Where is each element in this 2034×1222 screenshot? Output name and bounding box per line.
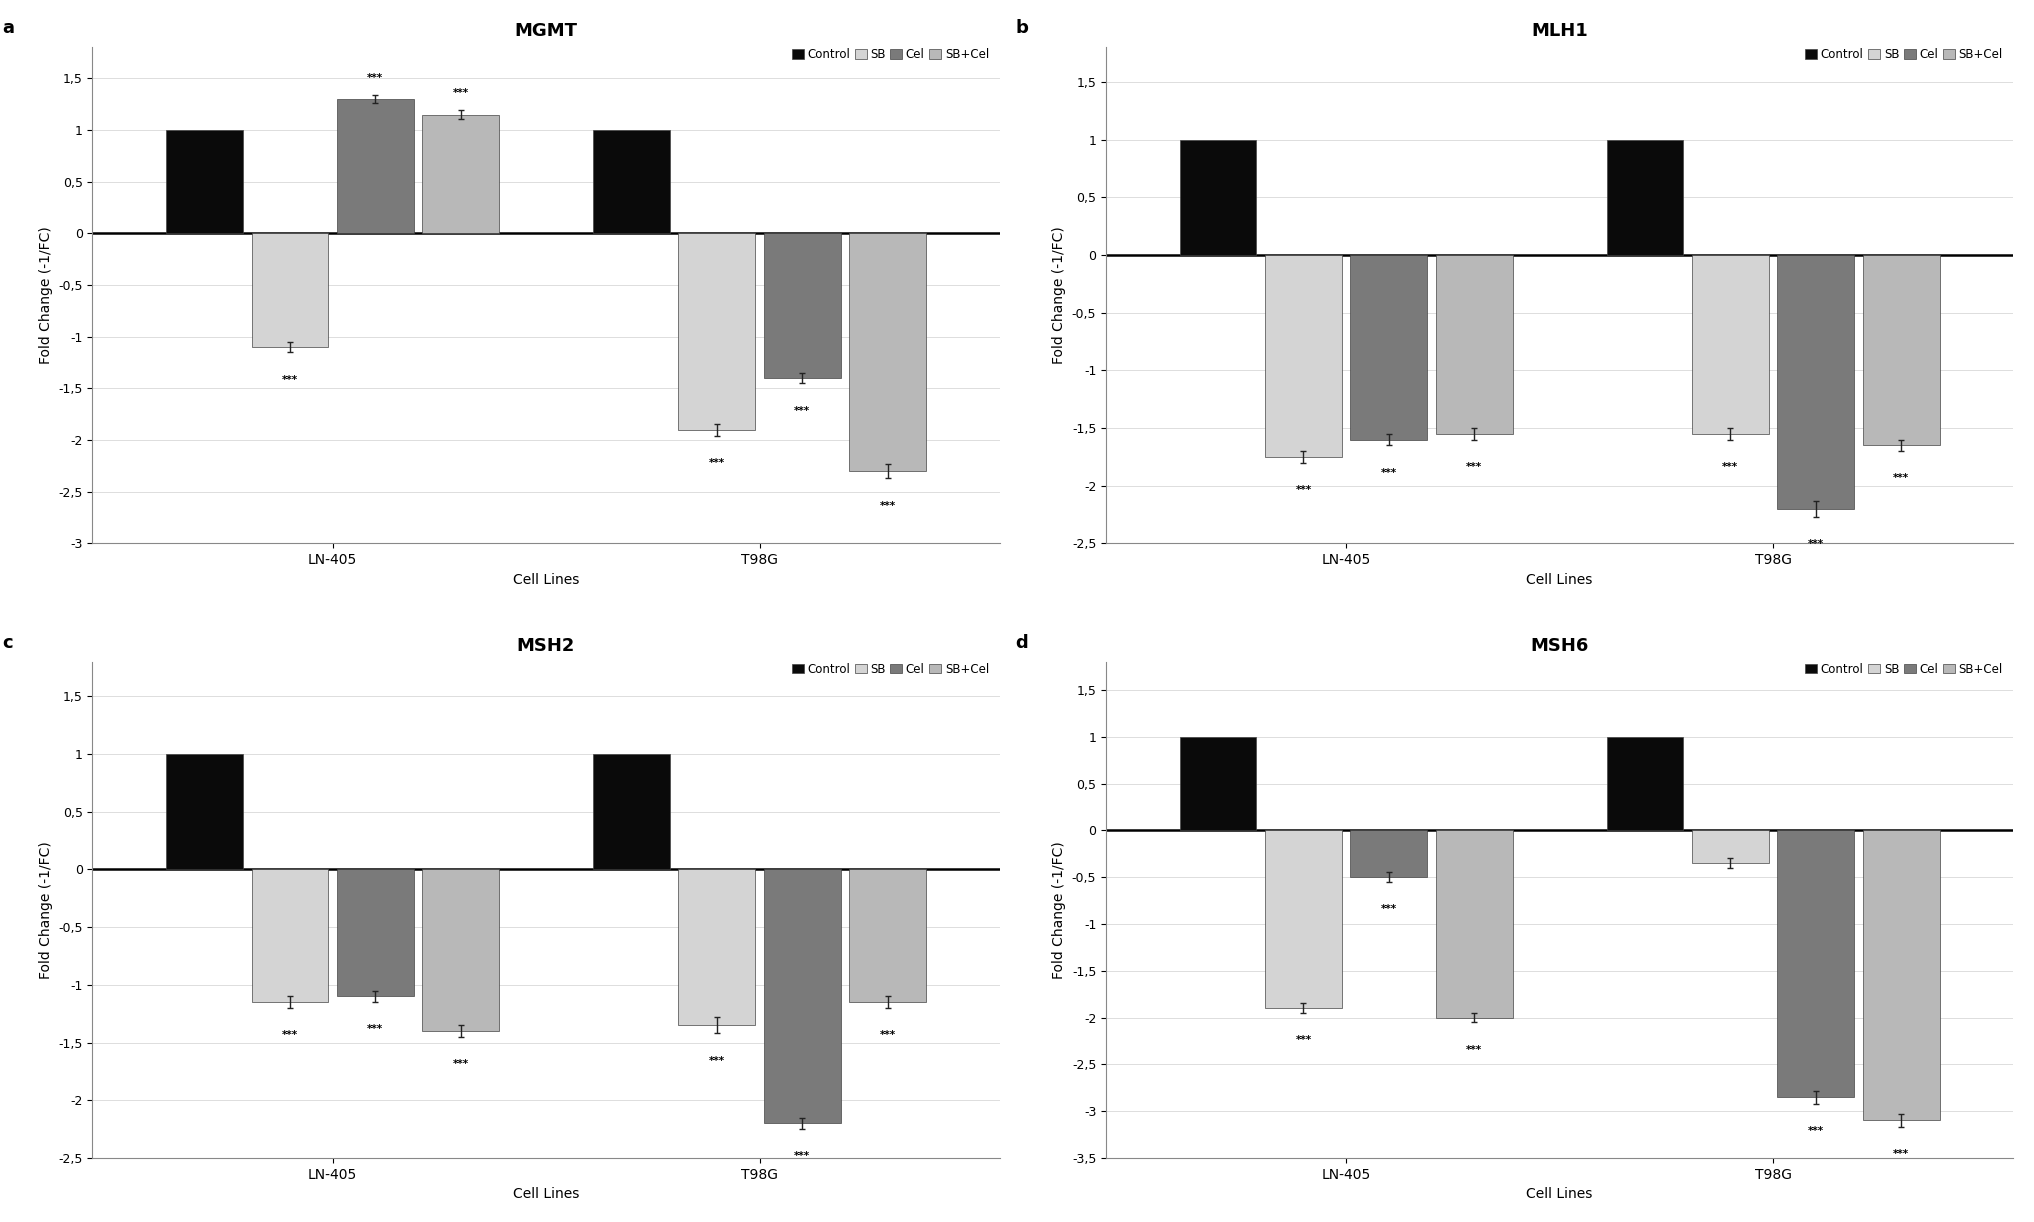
Text: ***: ***: [1894, 473, 1910, 484]
Bar: [1692, 830, 1770, 863]
Bar: [1607, 139, 1684, 255]
Bar: [167, 754, 242, 870]
Bar: [1778, 255, 1855, 508]
Bar: [252, 233, 327, 347]
Text: c: c: [2, 634, 12, 653]
Bar: [848, 233, 925, 470]
Title: MLH1: MLH1: [1532, 22, 1589, 40]
Text: ***: ***: [793, 1151, 810, 1161]
Bar: [423, 870, 498, 1031]
Bar: [1436, 830, 1513, 1018]
Text: ***: ***: [1381, 468, 1397, 478]
Legend: Control, SB, Cel, SB+Cel: Control, SB, Cel, SB+Cel: [1800, 657, 2008, 681]
Y-axis label: Fold Change (-1/FC): Fold Change (-1/FC): [1052, 226, 1066, 364]
Bar: [1351, 830, 1428, 877]
Legend: Control, SB, Cel, SB+Cel: Control, SB, Cel, SB+Cel: [787, 657, 995, 681]
Bar: [1265, 830, 1342, 1008]
Bar: [1863, 255, 1940, 445]
Bar: [594, 754, 669, 870]
Bar: [338, 99, 413, 233]
Y-axis label: Fold Change (-1/FC): Fold Change (-1/FC): [39, 841, 53, 979]
Text: ***: ***: [283, 375, 299, 385]
Text: ***: ***: [1723, 462, 1739, 472]
Bar: [1692, 255, 1770, 434]
Text: ***: ***: [1894, 1150, 1910, 1160]
Text: ***: ***: [368, 72, 382, 83]
Bar: [848, 870, 925, 1002]
Text: ***: ***: [879, 1030, 895, 1040]
Bar: [765, 233, 840, 378]
Text: ***: ***: [708, 458, 724, 468]
Text: ***: ***: [1296, 1035, 1312, 1045]
Text: ***: ***: [1467, 462, 1483, 472]
Text: ***: ***: [368, 1024, 382, 1035]
Legend: Control, SB, Cel, SB+Cel: Control, SB, Cel, SB+Cel: [787, 43, 995, 66]
Text: ***: ***: [1381, 904, 1397, 914]
Bar: [1265, 255, 1342, 457]
Bar: [679, 233, 755, 430]
Bar: [594, 130, 669, 233]
Text: a: a: [2, 20, 14, 38]
Bar: [1351, 255, 1428, 440]
Bar: [1863, 830, 1940, 1121]
Bar: [1436, 255, 1513, 434]
Text: ***: ***: [454, 88, 468, 98]
Bar: [1607, 737, 1684, 830]
Bar: [1180, 139, 1257, 255]
Text: ***: ***: [283, 1030, 299, 1040]
Bar: [423, 115, 498, 233]
Legend: Control, SB, Cel, SB+Cel: Control, SB, Cel, SB+Cel: [1800, 43, 2008, 66]
Text: ***: ***: [708, 1056, 724, 1066]
Y-axis label: Fold Change (-1/FC): Fold Change (-1/FC): [39, 226, 53, 364]
X-axis label: Cell Lines: Cell Lines: [513, 573, 580, 587]
Bar: [1778, 830, 1855, 1097]
Bar: [338, 870, 413, 996]
Text: ***: ***: [1808, 1125, 1824, 1136]
Text: ***: ***: [454, 1059, 468, 1069]
Y-axis label: Fold Change (-1/FC): Fold Change (-1/FC): [1052, 841, 1066, 979]
Title: MSH2: MSH2: [517, 637, 576, 655]
Text: ***: ***: [1467, 1045, 1483, 1055]
Title: MSH6: MSH6: [1530, 637, 1589, 655]
Bar: [1180, 737, 1257, 830]
X-axis label: Cell Lines: Cell Lines: [513, 1187, 580, 1201]
Bar: [252, 870, 327, 1002]
Bar: [679, 870, 755, 1025]
Bar: [765, 870, 840, 1123]
Text: ***: ***: [1808, 539, 1824, 549]
X-axis label: Cell Lines: Cell Lines: [1526, 1187, 1593, 1201]
Title: MGMT: MGMT: [515, 22, 578, 40]
Text: d: d: [1015, 634, 1027, 653]
Text: ***: ***: [879, 501, 895, 511]
Text: ***: ***: [1296, 485, 1312, 495]
Text: ***: ***: [793, 406, 810, 415]
Text: b: b: [1015, 20, 1027, 38]
X-axis label: Cell Lines: Cell Lines: [1526, 573, 1593, 587]
Bar: [167, 130, 242, 233]
